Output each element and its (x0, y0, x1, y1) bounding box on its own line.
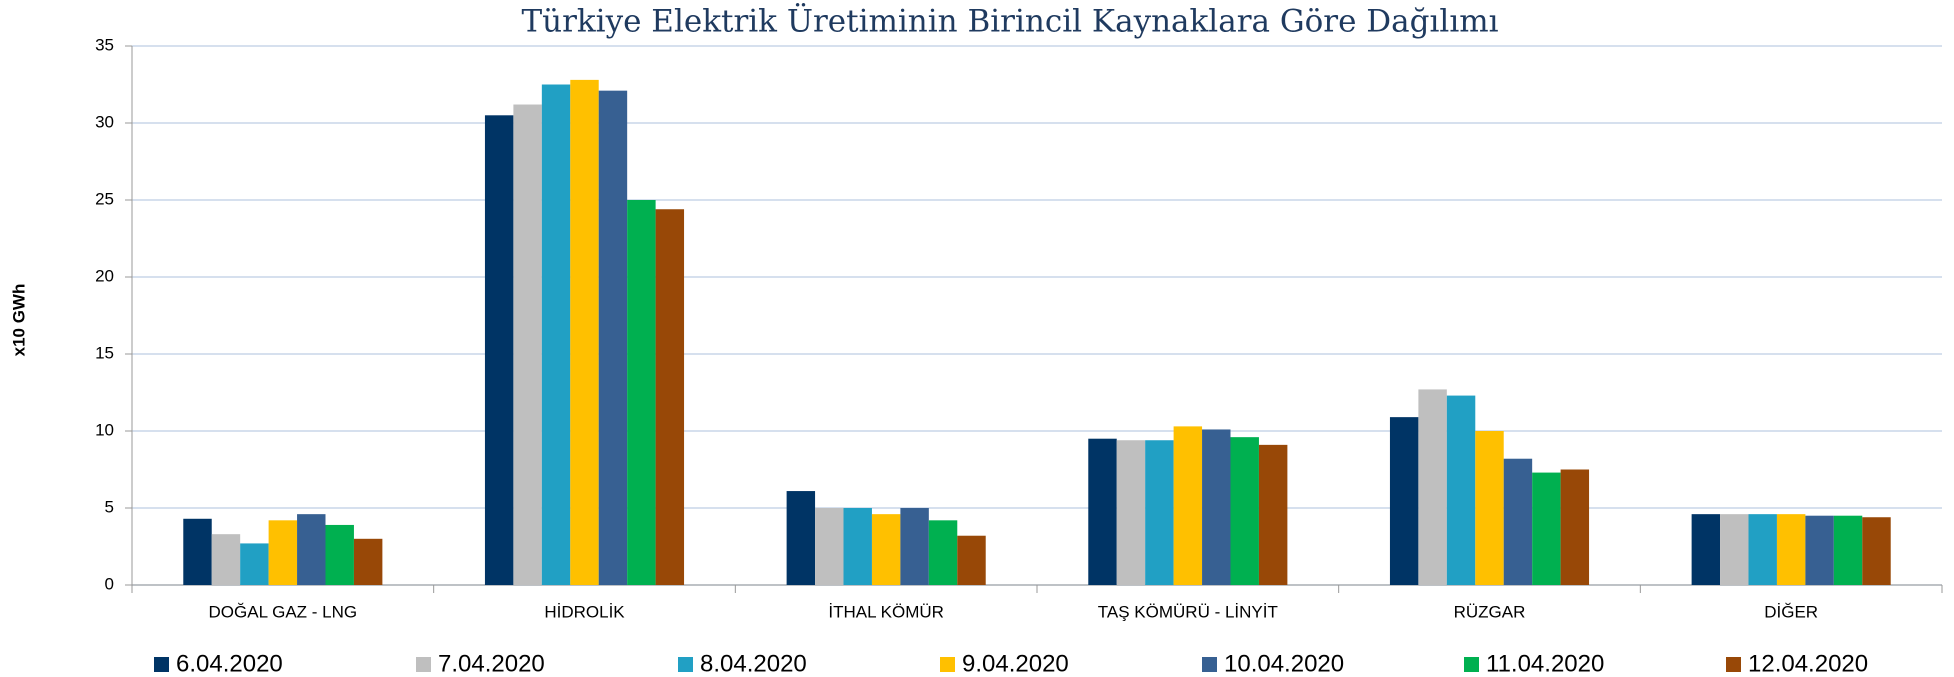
bar (325, 524, 354, 585)
bar (655, 209, 685, 586)
bar (786, 491, 816, 585)
legend-swatch (1726, 657, 1741, 672)
legend-label: 8.04.2020 (700, 650, 807, 677)
x-tick-label: HİDROLİK (544, 602, 625, 621)
x-tick-label: RÜZGAR (1454, 602, 1526, 621)
x-tick-label: İTHAL KÖMÜR (828, 602, 944, 621)
bar (1532, 472, 1561, 585)
bar (1475, 431, 1504, 585)
y-tick-label: 35 (95, 35, 114, 54)
legend-swatch (940, 657, 955, 672)
x-tick-label: TAŞ KÖMÜRÜ - LİNYİT (1098, 602, 1278, 621)
bar (1833, 515, 1863, 585)
bar (815, 508, 844, 585)
legend-swatch (678, 657, 693, 672)
chart-title: Türkiye Elektrik Üretiminin Birincil Kay… (521, 2, 1498, 40)
bar (484, 115, 514, 586)
bar (1805, 515, 1834, 585)
legend-label: 11.04.2020 (1486, 650, 1604, 677)
bar (1862, 517, 1891, 585)
x-tick-label: DİĞER (1764, 602, 1818, 621)
bar (1389, 417, 1419, 585)
bar (1691, 514, 1721, 585)
bar (1258, 444, 1288, 585)
bar (598, 90, 628, 585)
bar (1230, 437, 1259, 585)
legend-label: 6.04.2020 (176, 650, 283, 677)
bar (900, 508, 929, 585)
y-tick-label: 15 (95, 343, 114, 362)
legend-swatch (416, 657, 431, 672)
bar (240, 543, 269, 585)
bar (928, 520, 958, 585)
x-tick-label: DOĞAL GAZ - LNG (209, 602, 358, 621)
y-tick-label: 0 (105, 574, 114, 593)
bar (1145, 440, 1174, 585)
bar (1418, 389, 1447, 585)
bar (353, 538, 383, 585)
legend-label: 10.04.2020 (1224, 650, 1344, 677)
bar (1776, 514, 1806, 585)
bar (1503, 458, 1533, 585)
y-tick-label: 10 (95, 420, 114, 439)
y-axis-label: x10 GWh (9, 284, 28, 357)
bar (627, 200, 656, 585)
legend-label: 9.04.2020 (962, 650, 1069, 677)
legend-swatch (154, 657, 169, 672)
legend-swatch (1202, 657, 1217, 672)
bar (1088, 438, 1117, 585)
y-tick-label: 20 (95, 266, 114, 285)
bar (1173, 426, 1203, 585)
bar (211, 534, 241, 585)
bar (871, 514, 901, 585)
bar (1202, 429, 1231, 585)
bar (1560, 469, 1590, 585)
bar (541, 84, 571, 585)
bar (1446, 395, 1476, 585)
bar (843, 508, 872, 585)
legend-label: 7.04.2020 (438, 650, 545, 677)
bar (297, 514, 326, 585)
bar (513, 104, 542, 586)
bar (1748, 514, 1777, 585)
y-tick-label: 5 (105, 497, 114, 516)
bar (1720, 514, 1749, 585)
bar (957, 535, 986, 585)
y-tick-label: 30 (95, 112, 114, 131)
y-tick-label: 25 (95, 189, 114, 208)
legend-label: 12.04.2020 (1748, 650, 1868, 677)
legend-swatch (1464, 657, 1479, 672)
bar (1116, 440, 1146, 585)
bar (570, 79, 599, 585)
bar (268, 520, 298, 585)
bar (183, 518, 212, 585)
